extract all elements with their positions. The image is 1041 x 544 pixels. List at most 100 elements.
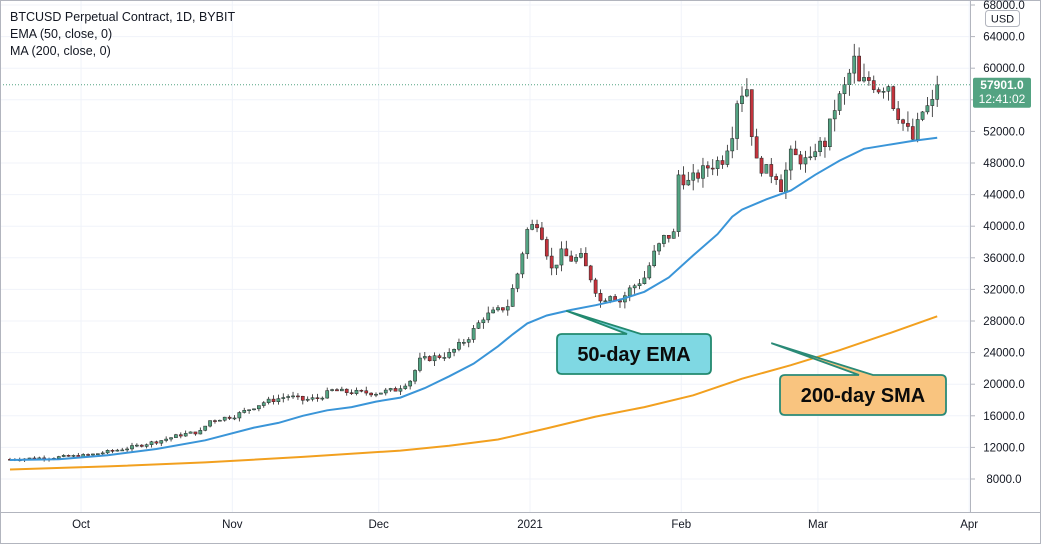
x-tick-label: 2021	[517, 519, 543, 531]
candle	[305, 396, 310, 402]
y-tick-label: 24000.0	[983, 348, 1025, 360]
candle	[481, 317, 486, 329]
candle	[720, 155, 725, 169]
legend-sma-study[interactable]: MA (200, close, 0)	[10, 44, 111, 58]
candle	[461, 338, 466, 346]
candle	[193, 431, 198, 436]
x-tick-label: Oct	[72, 519, 91, 531]
candle	[442, 352, 447, 362]
candle	[330, 388, 334, 392]
candle	[271, 395, 276, 405]
chart-legend: BTCUSD Perpetual Contract, 1D, BYBIT EMA…	[10, 9, 235, 60]
candle	[100, 451, 105, 456]
candle	[891, 85, 896, 111]
candle	[261, 401, 266, 408]
candle	[832, 99, 837, 132]
candle	[130, 442, 134, 452]
candle	[242, 407, 247, 414]
candle	[320, 396, 325, 401]
candle	[740, 86, 744, 113]
candle	[427, 355, 432, 362]
plot-background	[0, 0, 970, 512]
y-tick-label: 60000.0	[983, 63, 1025, 75]
candle	[91, 453, 95, 456]
candle	[359, 389, 364, 393]
candle	[174, 433, 178, 438]
candle	[476, 320, 481, 329]
candle	[471, 325, 476, 343]
candle	[579, 248, 583, 259]
candle	[535, 219, 539, 233]
candle	[910, 118, 915, 142]
candle	[530, 219, 535, 231]
candle	[588, 264, 593, 283]
candle	[867, 71, 871, 86]
candle	[203, 425, 208, 432]
candle	[554, 264, 559, 275]
y-tick-label: 64000.0	[983, 32, 1025, 44]
candle	[354, 387, 359, 396]
candle	[549, 247, 554, 276]
candle	[222, 416, 227, 422]
candle	[769, 158, 774, 184]
candle	[515, 272, 520, 293]
candle	[935, 75, 940, 107]
time-axis[interactable]: Oct Nov Dec 2021 Feb Mar Apr	[72, 519, 978, 531]
candle	[154, 440, 159, 445]
countdown-timer: 12:41:02	[979, 92, 1026, 106]
candle	[808, 146, 813, 161]
legend-ema-study[interactable]: EMA (50, close, 0)	[10, 27, 113, 41]
candle	[276, 394, 281, 405]
candle	[745, 78, 749, 98]
candle	[505, 299, 510, 316]
candle	[252, 408, 256, 411]
legend-symbol-title[interactable]: BTCUSD Perpetual Contract, 1D, BYBIT	[10, 10, 236, 24]
candle	[296, 393, 300, 400]
candlestick-series	[8, 43, 940, 463]
candle	[208, 420, 212, 428]
last-price-tag-box	[973, 77, 1031, 108]
candle	[325, 387, 330, 399]
sma-callout-box	[770, 342, 947, 416]
candle	[666, 235, 671, 243]
candle	[105, 449, 110, 455]
candle	[291, 391, 295, 399]
y-tick-label: 36000.0	[983, 253, 1025, 265]
candle	[159, 440, 164, 447]
candle	[520, 251, 525, 279]
candle	[408, 380, 413, 390]
candle	[466, 337, 471, 348]
candle	[413, 369, 417, 385]
candle	[418, 352, 422, 373]
candle	[710, 159, 715, 176]
candle	[432, 352, 437, 367]
last-price-value: 57901.0	[980, 78, 1024, 92]
y-tick-label: 16000.0	[983, 411, 1025, 423]
candle	[486, 306, 491, 323]
candle	[144, 443, 149, 449]
candle	[637, 278, 642, 290]
candle	[657, 242, 661, 255]
candle	[686, 171, 691, 186]
candle	[715, 156, 720, 176]
candle	[447, 348, 452, 359]
candle	[237, 411, 242, 422]
price-axis[interactable]: 8000.0 12000.0 16000.0 20000.0 24000.0 28000.…	[970, 0, 1025, 486]
currency-badge[interactable]: USD	[985, 10, 1020, 27]
candle	[178, 432, 183, 439]
candle	[164, 436, 169, 443]
candle	[437, 353, 442, 360]
candle	[110, 449, 115, 454]
candle	[920, 111, 925, 122]
ema-callout: 50-day EMA	[556, 309, 712, 375]
candle	[925, 97, 930, 115]
candle	[374, 392, 378, 398]
candle	[906, 111, 910, 132]
candle	[803, 150, 808, 173]
candle	[364, 386, 369, 396]
y-tick-label: 40000.0	[983, 221, 1025, 233]
candle	[349, 389, 354, 395]
candle	[764, 164, 769, 174]
candle	[544, 236, 549, 260]
